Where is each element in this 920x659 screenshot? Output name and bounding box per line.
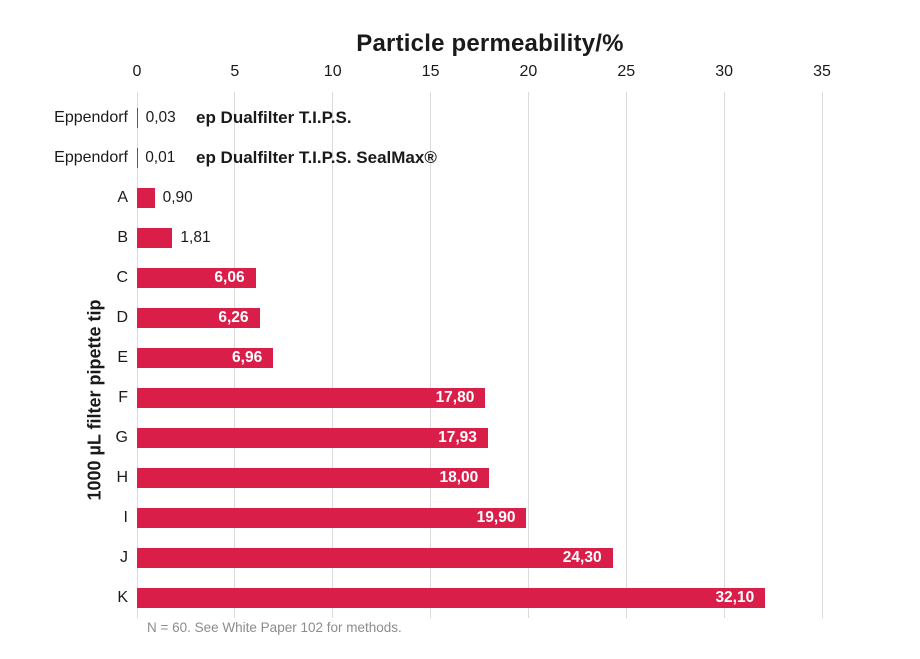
category-label: Eppendorf <box>54 149 128 166</box>
bar <box>137 308 260 328</box>
category-label: K <box>117 589 128 606</box>
bar <box>137 588 766 608</box>
series-annotation: ep Dualfilter T.I.P.S. SealMax® <box>196 148 437 167</box>
bar <box>137 468 490 488</box>
footnote: N = 60. See White Paper 102 for methods. <box>147 620 402 635</box>
bar <box>137 268 256 288</box>
gridline <box>430 92 432 618</box>
value-label: 6,26 <box>218 309 249 326</box>
value-label: 0,03 <box>145 109 176 126</box>
bar-row: Eppendorf 0,03 ep Dualfilter T.I.P.S. <box>0 108 920 128</box>
category-label: B <box>117 229 128 246</box>
value-label: 17,80 <box>435 389 475 406</box>
bar-row: K 32,10 <box>0 588 920 608</box>
bar-row: F 17,80 <box>0 388 920 408</box>
bar <box>137 108 138 128</box>
bar <box>137 228 173 248</box>
gridline <box>527 92 529 618</box>
bar <box>137 348 274 368</box>
bar <box>137 148 138 168</box>
x-tick-label: 10 <box>323 63 342 80</box>
bar-row: G 17,93 <box>0 428 920 448</box>
bar-row: Eppendorf 0,01 ep Dualfilter T.I.P.S. Se… <box>0 148 920 168</box>
bar-row: B 1,81 <box>0 228 920 248</box>
category-label: J <box>120 549 128 566</box>
x-tick-label: 5 <box>230 63 240 80</box>
value-label: 0,01 <box>145 149 176 166</box>
category-label: E <box>117 349 128 366</box>
bar-row: E 6,96 <box>0 348 920 368</box>
value-label: 1,81 <box>180 229 211 246</box>
value-label: 17,93 <box>438 429 477 446</box>
category-label: Eppendorf <box>54 109 128 126</box>
category-label: A <box>117 189 128 206</box>
bar <box>137 508 527 528</box>
series-annotation: ep Dualfilter T.I.P.S. <box>196 108 352 127</box>
gridline <box>332 92 334 618</box>
bar-row: H 18,00 <box>0 468 920 488</box>
x-tick-label: 35 <box>813 63 831 80</box>
value-label: 0,90 <box>162 189 193 206</box>
bar-row: A 0,90 <box>0 188 920 208</box>
gridline <box>821 92 823 618</box>
category-label: I <box>123 509 128 526</box>
value-label: 19,90 <box>476 509 516 526</box>
category-label: G <box>115 429 128 446</box>
bar <box>137 388 486 408</box>
value-label: 6,96 <box>232 349 263 366</box>
bar <box>137 428 488 448</box>
x-tick-label: 30 <box>715 63 734 80</box>
category-label: F <box>118 389 128 406</box>
value-label: 32,10 <box>715 589 755 606</box>
bar-row: D 6,26 <box>0 308 920 328</box>
category-label: C <box>116 269 128 286</box>
value-label: 6,06 <box>214 269 245 286</box>
chart-title: Particle permeability/% <box>356 30 624 57</box>
bar-row: C 6,06 <box>0 268 920 288</box>
x-tick-label: 20 <box>519 63 538 80</box>
category-label: H <box>116 469 128 486</box>
category-label: D <box>116 309 128 326</box>
value-label: 24,30 <box>562 549 602 566</box>
x-tick-label: 15 <box>421 63 440 80</box>
x-tick-label: 0 <box>132 63 142 80</box>
gridline <box>723 92 725 618</box>
bar <box>137 548 613 568</box>
value-label: 18,00 <box>439 469 479 486</box>
x-tick-label: 25 <box>617 63 636 80</box>
bar <box>137 188 155 208</box>
bar-row: J 24,30 <box>0 548 920 568</box>
bar-row: I 19,90 <box>0 508 920 528</box>
gridline <box>625 92 627 618</box>
